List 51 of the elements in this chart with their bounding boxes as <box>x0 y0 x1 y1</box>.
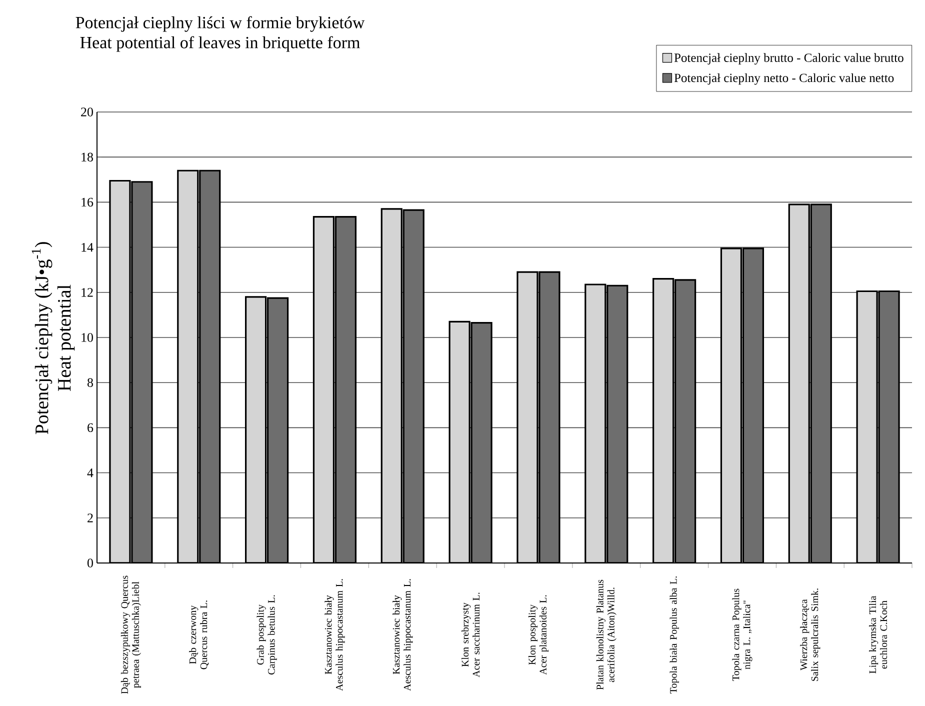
bar <box>878 290 900 563</box>
x-tick-label: Grab pospolity Carpinus betulus L. <box>256 595 277 674</box>
x-tick-label: Klon srebrzysty Acer saccharinum L. <box>462 592 480 678</box>
bar <box>380 208 402 563</box>
y-tick-label: 6 <box>88 423 94 432</box>
bar <box>245 296 267 563</box>
y-axis-title: Potencjał cieplny (kJ•g$^{-1}$) <box>32 242 52 434</box>
y-tick-label: 0 <box>87 558 93 568</box>
bar <box>856 290 878 563</box>
y-tick-label: 20 <box>81 108 93 116</box>
x-tick-label: Dąb bezszypułkowy Quercus petraea (Mattuschka)Liebl <box>120 576 141 694</box>
bar <box>334 216 357 563</box>
bar <box>742 248 764 563</box>
y-tick-label: 2 <box>88 514 93 522</box>
y-tick-label: 8 <box>87 378 93 387</box>
x-tick-label: Topola czarna Populus nigra L. „Italica" <box>732 588 752 681</box>
bar <box>266 297 289 563</box>
bar <box>810 204 832 563</box>
legend-label: Potencjał cieplny netto - Caloric value netto <box>674 73 894 85</box>
bar <box>199 170 221 563</box>
bar <box>720 248 742 563</box>
x-tick-label: Platan klonolistny Platanus acerifolia (Aiton)Willd. <box>596 580 616 690</box>
x-tick-label: Kasztanowiec biały Aesculus hippocastanum L. <box>392 579 413 691</box>
y-tick-label: 16 <box>82 198 94 207</box>
bar <box>470 322 492 563</box>
y-tick-label: 4 <box>87 468 94 478</box>
bar <box>674 279 696 563</box>
y-tick-label: 18 <box>82 152 93 162</box>
chart-subtitle: Heat potential of leaves in briquette form <box>80 36 360 52</box>
x-tick-label: Wierzba płacząca Salix sepulcralis Simk. <box>800 588 820 681</box>
legend-label: Potencjał cieplny brutto - Caloric value brutto <box>674 53 904 65</box>
bar <box>177 170 199 563</box>
x-tick-label: Lipa krymska Tilia euchlora C.Koch <box>869 596 888 674</box>
bar <box>402 209 424 563</box>
bar <box>652 278 674 563</box>
bar <box>109 180 131 563</box>
x-tick-label: Topola biała Populus alba L. <box>670 576 679 694</box>
y-tick-label: 14 <box>82 243 94 252</box>
bar <box>606 284 628 563</box>
bar <box>788 204 810 563</box>
x-tick-label: Dąb czerwony Quercus rubra L. <box>189 600 209 670</box>
y-tick-label: 12 <box>82 288 93 297</box>
bar <box>131 181 153 563</box>
bar <box>584 284 606 563</box>
x-tick-label: Klon pospolity Acer platanoides L. <box>528 595 548 675</box>
chart-title: Potencjał cieplny liści w formie brykietów <box>76 16 365 32</box>
y-tick-label: 10 <box>82 333 93 342</box>
text: Heat potential <box>57 284 75 391</box>
x-tick-label: Kasztanowiec biały Aesculus hippocastanum L. <box>324 579 345 691</box>
bar <box>448 320 470 563</box>
bar <box>312 216 335 563</box>
